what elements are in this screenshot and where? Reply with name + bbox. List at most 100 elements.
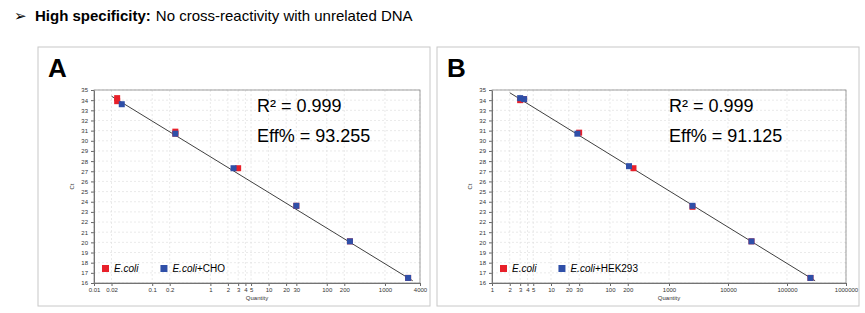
x-tick-mark: [846, 283, 847, 286]
y-tick-mark: [91, 212, 94, 213]
grid: [492, 90, 846, 283]
fit-line: [510, 93, 815, 281]
x-tick-mark: [528, 283, 529, 286]
y-tick-mark: [489, 131, 492, 132]
plot-frame: [492, 90, 846, 283]
y-tick-label: 30: [81, 138, 88, 144]
y-axis: 1617181920212223242526272829303132333435: [81, 87, 94, 286]
y-tick-label: 18: [81, 260, 88, 266]
y-tick-mark: [91, 110, 94, 111]
y-tick: 22: [479, 219, 492, 225]
y-tick: 16: [81, 280, 94, 286]
data-point: [807, 275, 813, 281]
grid-line-y: [94, 222, 420, 223]
x-tick-label: 0.2: [166, 287, 175, 293]
y-axis-title: Ct: [467, 183, 473, 189]
data-point: [293, 203, 299, 209]
x-tick-mark: [787, 283, 788, 286]
x-tick: 20: [283, 283, 290, 293]
grid-line-x: [728, 90, 729, 283]
y-tick-mark: [91, 161, 94, 162]
y-tick-mark: [91, 242, 94, 243]
grid-line-x: [627, 90, 628, 283]
y-tick-mark: [91, 222, 94, 223]
panel-title: B: [447, 53, 466, 83]
data-point: [807, 275, 813, 281]
y-tick: 25: [81, 189, 94, 195]
x-tick-label: 3: [519, 287, 523, 293]
data-point: [119, 101, 125, 107]
y-tick: 18: [479, 260, 492, 266]
x-tick-mark: [152, 283, 153, 286]
x-tick: 1000: [663, 283, 677, 293]
y-tick-mark: [489, 202, 492, 203]
y-tick-label: 23: [479, 209, 486, 215]
x-tick-label: 5: [532, 287, 536, 293]
x-tick-label: 4: [526, 287, 530, 293]
x-tick-label: 4: [244, 287, 248, 293]
grid-line-x: [238, 90, 239, 283]
grid-line-x: [533, 90, 534, 283]
y-tick-mark: [91, 181, 94, 182]
y-tick: 19: [81, 250, 94, 256]
x-tick-label: 3: [237, 287, 241, 293]
y-tick: 21: [479, 230, 492, 236]
x-tick-mark: [112, 283, 113, 286]
x-tick-mark: [344, 283, 345, 286]
y-tick: 26: [81, 179, 94, 185]
grid-line-x: [551, 90, 552, 283]
data-point: [172, 131, 178, 137]
y-tick: 30: [479, 138, 492, 144]
y-tick: 30: [81, 138, 94, 144]
y-tick-label: 26: [81, 179, 88, 185]
x-tick: 10000: [720, 283, 737, 293]
grid-line-y: [492, 181, 846, 182]
data-point: [574, 131, 580, 137]
y-tick: 31: [479, 128, 492, 134]
y-tick: 20: [81, 240, 94, 246]
x-tick-mark: [669, 283, 670, 286]
grid-line-y: [492, 171, 846, 172]
x-tick: 4000: [414, 283, 428, 293]
grid-line-x: [520, 90, 521, 283]
y-tick-label: 20: [479, 240, 486, 246]
y-tick-mark: [489, 90, 492, 91]
y-tick-label: 32: [479, 118, 486, 124]
x-tick: 30: [576, 283, 583, 293]
y-tick-mark: [91, 151, 94, 152]
x-tick: 1000000: [835, 283, 859, 293]
y-tick: 33: [479, 108, 492, 114]
x-tick-mark: [610, 283, 611, 286]
grid-line-x: [568, 90, 569, 283]
x-tick-label: 200: [623, 287, 634, 293]
chart-panel: A0.010.020.10.21234510203010020010004000…: [38, 47, 430, 306]
grid-line-y: [492, 262, 846, 263]
y-tick-label: 30: [479, 138, 486, 144]
x-axis-title: Quantity: [658, 295, 680, 301]
y-tick-mark: [91, 192, 94, 193]
y-tick-label: 17: [479, 270, 486, 276]
x-tick-label: 100: [605, 287, 616, 293]
data-point: [521, 96, 527, 102]
grid-line-y: [94, 161, 420, 162]
legend-label: E.coli+HEK293: [570, 263, 638, 274]
y-axis: 1617181920212223242526272829303132333435: [479, 87, 492, 286]
y-tick-mark: [489, 100, 492, 101]
y-tick-mark: [489, 253, 492, 254]
x-tick: 10: [548, 283, 555, 293]
x-tick-label: 20: [566, 287, 573, 293]
grid-line-x: [384, 90, 385, 283]
grid-line-x: [669, 90, 670, 283]
grid-line-y: [492, 201, 846, 202]
y-tick-mark: [489, 171, 492, 172]
x-tick: 5: [532, 283, 536, 293]
y-tick-mark: [91, 100, 94, 101]
x-tick-mark: [251, 283, 252, 286]
y-tick-label: 33: [479, 108, 486, 114]
grid-line-y: [94, 252, 420, 253]
x-tick-mark: [238, 283, 239, 286]
x-tick-mark: [569, 283, 570, 286]
y-tick-mark: [91, 131, 94, 132]
x-axis: 0.010.020.10.21234510203010020010004000: [89, 283, 428, 293]
y-tick: 27: [479, 169, 492, 175]
